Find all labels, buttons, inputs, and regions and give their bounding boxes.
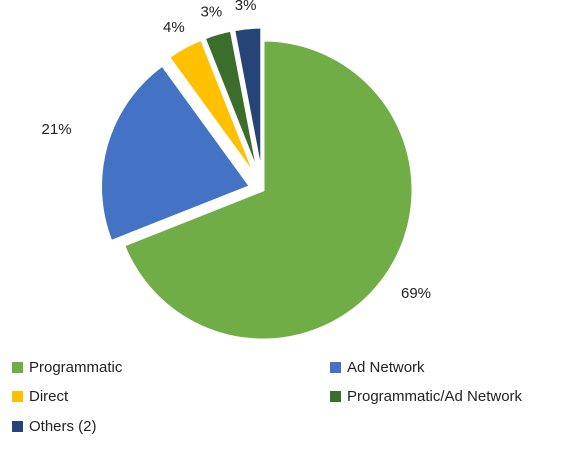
pie-slice xyxy=(99,62,253,244)
pie-slice xyxy=(121,38,415,342)
data-label: 4% xyxy=(163,19,185,36)
data-label: 3% xyxy=(235,0,257,14)
legend-label: Others (2) xyxy=(29,418,97,435)
pie-slice xyxy=(166,37,259,180)
legend-swatch xyxy=(12,362,23,373)
legend-swatch xyxy=(330,362,341,373)
legend-swatch xyxy=(12,391,23,402)
legend-swatch xyxy=(12,421,23,432)
legend-label: Direct xyxy=(29,388,69,405)
legend: Programmatic Ad Network Direct Programmatic… xyxy=(12,359,523,435)
pie-slice xyxy=(231,25,264,178)
data-label: 69% xyxy=(401,285,431,302)
legend-label: Programmatic/Ad Network xyxy=(347,388,523,405)
legend-label: Ad Network xyxy=(347,359,425,376)
pie xyxy=(99,25,415,342)
data-label: 21% xyxy=(42,121,72,138)
legend-label: Programmatic xyxy=(29,359,123,376)
data-label: 3% xyxy=(201,3,223,20)
data-labels: 69% 21% 4% 3% 3% xyxy=(42,0,432,302)
legend-swatch xyxy=(330,391,341,402)
pie-slice xyxy=(202,28,261,179)
